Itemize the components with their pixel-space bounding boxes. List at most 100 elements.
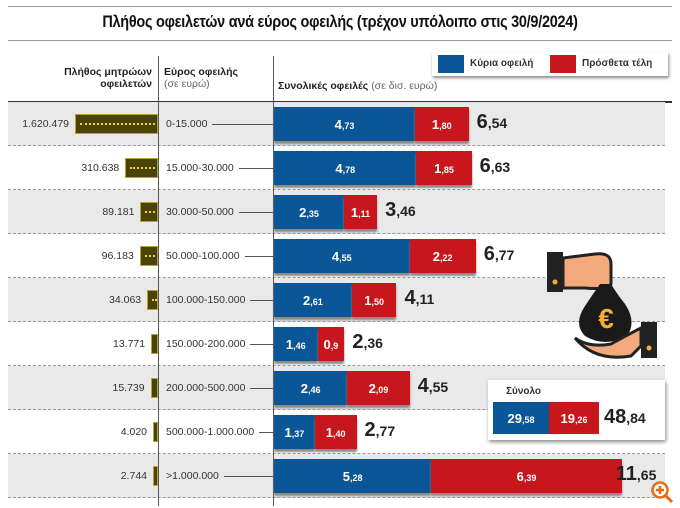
summary-fees-value: 19,26 [560, 410, 588, 426]
summary-total: 48,84 [604, 406, 646, 429]
debtor-count-label: 1.620.479 [22, 118, 69, 130]
header-range-label: Εύρος οφειλής [164, 66, 238, 78]
main-debt-bar: 1,46 [274, 327, 318, 361]
debtor-count-bar [139, 246, 158, 266]
fees-bar: 1,85 [416, 151, 472, 185]
range-label: >1.000.000 [166, 470, 219, 482]
header-range: Εύρος οφειλής (σε ευρώ) [164, 66, 264, 90]
debtor-count-label: 15.739 [112, 382, 145, 394]
range-label: 150.000-200.000 [166, 338, 246, 350]
main-debt-value: 1,46 [285, 336, 306, 352]
total-value: 6,77 [483, 243, 515, 265]
table-row [8, 146, 665, 190]
main-debt-value: 4,73 [334, 116, 355, 132]
main-debt-value: 2,35 [299, 204, 319, 220]
svg-text:€: € [598, 303, 614, 334]
range-label: 15.000-30.000 [166, 162, 234, 174]
column-divider [273, 56, 274, 506]
debtor-count-bar [75, 114, 158, 134]
total-value: 2,36 [352, 331, 383, 353]
debtor-count-bar [150, 378, 158, 398]
main-debt-value: 4,55 [331, 248, 352, 264]
fees-value: 0,9 [323, 336, 339, 352]
total-value: 6,54 [476, 111, 508, 133]
fees-value: 6,39 [516, 468, 537, 484]
main-debt-bar: 4,73 [274, 107, 415, 141]
fees-bar: 1,11 [344, 195, 378, 229]
legend-swatch-main [438, 55, 464, 73]
main-debt-bar: 4,55 [274, 239, 410, 273]
total-value: 11,65 [615, 463, 657, 485]
legend: Κύρια οφειλή Πρόσθετα τέλη [432, 52, 668, 76]
legend-swatch-fees [550, 55, 576, 73]
chart-title: Πλήθος οφειλετών ανά εύρος οφειλής (τρέχ… [102, 12, 578, 31]
debtor-count-bar [147, 290, 158, 310]
main-debt-value: 5,28 [342, 468, 363, 484]
debtor-count-label: 96.183 [101, 250, 134, 262]
debtor-count-bar [125, 158, 158, 178]
fees-bar: 6,39 [431, 459, 622, 493]
fees-bar: 1,80 [414, 107, 469, 141]
debtor-count-bar [153, 466, 158, 486]
column-divider [158, 56, 159, 506]
summary-fees-bar: 19,26 [549, 402, 599, 434]
main-debt-value: 4,78 [335, 160, 356, 176]
connector-line [250, 300, 274, 301]
range-label: 50.000-100.000 [166, 250, 240, 262]
fees-value: 1,40 [325, 424, 346, 440]
connector-line [224, 476, 274, 477]
debtor-count-bar [153, 422, 158, 442]
range-label: 200.000-500.000 [166, 382, 246, 394]
main-debt-bar: 1,37 [274, 415, 315, 449]
fees-value: 1,80 [431, 116, 452, 132]
debtor-count-bar [140, 202, 158, 222]
debtor-count-label: 89.181 [102, 206, 135, 218]
main-debt-value: 1,37 [284, 424, 305, 440]
fees-value: 2,22 [432, 248, 453, 264]
connector-line [250, 344, 274, 345]
main-debt-bar: 2,35 [274, 195, 345, 229]
table-row [8, 234, 665, 278]
legend-label-main: Κύρια οφειλή [470, 58, 534, 69]
connector-line [239, 168, 274, 169]
fees-value: 1,50 [364, 292, 384, 308]
connector-line [245, 256, 274, 257]
zoom-in-icon[interactable] [650, 480, 674, 504]
fees-bar: 1,50 [351, 283, 397, 317]
fees-bar: 0,9 [317, 327, 345, 361]
debtor-count-label: 34.063 [109, 294, 142, 306]
summary-total-value: 48,84 [604, 406, 646, 428]
summary-label: Σύνολο [506, 386, 542, 397]
header-debt: Συνολικές οφειλές (σε δισ. ευρώ) [278, 80, 437, 92]
range-label: 0-15.000 [166, 118, 208, 130]
divider [8, 101, 672, 103]
legend-label-fees: Πρόσθετα τέλη [582, 58, 653, 69]
fees-value: 1,11 [350, 204, 371, 220]
main-debt-bar: 5,28 [274, 459, 432, 493]
fees-value: 2,09 [368, 380, 389, 396]
total-value: 6,63 [479, 155, 511, 177]
range-label: 30.000-50.000 [166, 206, 234, 218]
main-debt-value: 2,46 [300, 380, 321, 396]
summary-main-bar: 29,58 [493, 402, 549, 434]
divider [8, 6, 672, 7]
connector-line [250, 388, 274, 389]
debtor-count-label: 13.771 [112, 338, 146, 350]
debtor-count-label: 310.638 [81, 162, 120, 174]
total-value: 2,77 [364, 419, 396, 441]
summary-main-value: 29,58 [507, 410, 535, 426]
fees-value: 1,85 [434, 160, 454, 176]
money-bag-hands-icon: € [547, 252, 657, 359]
connector-line [212, 124, 274, 125]
connector-line [239, 212, 274, 213]
header-debt-label: Συνολικές οφειλές [278, 80, 369, 92]
debtor-count-bar [151, 334, 158, 354]
fees-bar: 1,40 [314, 415, 357, 449]
header-debt-unit: (σε δισ. ευρώ) [371, 80, 438, 92]
total-value: 3,46 [385, 199, 416, 221]
total-value: 4,11 [404, 287, 435, 309]
fees-bar: 2,22 [409, 239, 476, 273]
divider [8, 40, 672, 41]
main-debt-bar: 2,46 [274, 371, 348, 405]
